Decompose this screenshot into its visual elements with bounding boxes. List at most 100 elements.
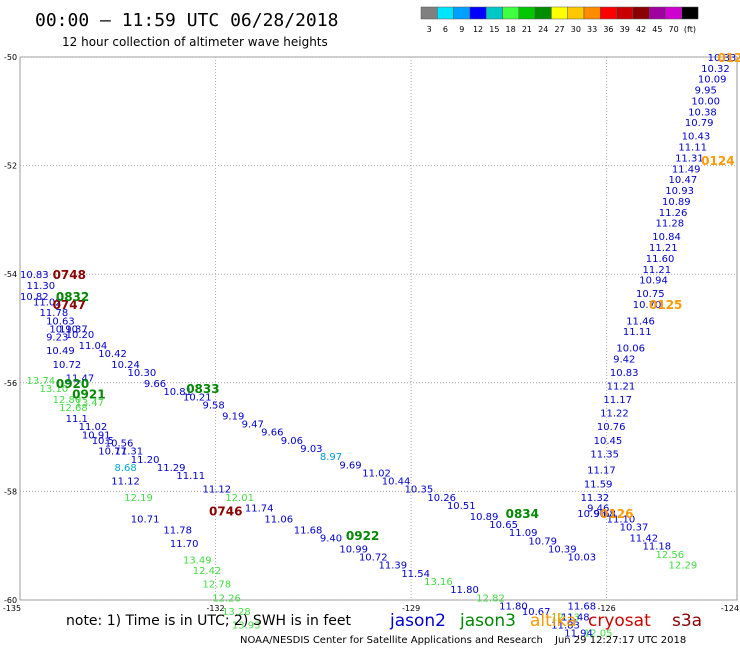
color-scale: 3 6 9 12 15 18 21 24 27 30 33 36 39 42 45 70 (ft) (420, 6, 699, 34)
swh-value: 11.74 (245, 504, 274, 515)
swh-value: 10.72 (359, 553, 388, 564)
swh-value: 11.21 (607, 382, 636, 393)
swh-value: 10.42 (98, 349, 127, 360)
scale-label: 36 (603, 25, 613, 34)
scale-swatch (583, 6, 601, 20)
swh-value: 10.83 (610, 368, 639, 379)
swh-value: 11.83 (551, 620, 580, 631)
legend-altika: altika (530, 611, 577, 631)
swh-value: 11.46 (626, 316, 655, 327)
swh-value: 12.56 (656, 550, 685, 561)
swh-value: 10.83 (20, 270, 49, 281)
scale-label: 45 (652, 25, 662, 34)
swh-value: 11.94 (564, 629, 593, 640)
swh-value: 11.17 (587, 466, 616, 477)
swh-value: 12.78 (203, 580, 232, 591)
scale-label: 33 (587, 25, 597, 34)
swh-value: 8.68 (115, 463, 137, 474)
swh-value: 11.11 (678, 143, 707, 154)
swh-value: 12.13 (551, 612, 580, 623)
swh-value: 10.24 (111, 360, 140, 371)
legend-jason2: jason2 (389, 611, 446, 631)
scale-label: 3 (427, 25, 432, 34)
scale-swatch (485, 6, 503, 20)
swh-value: 10.56 (105, 439, 134, 450)
swh-value: 10.82 (20, 292, 49, 303)
swh-value: 11.54 (401, 569, 430, 580)
swh-value: 10.20 (66, 330, 95, 341)
swh-value: 10.93 (665, 186, 694, 197)
scale-label: 15 (489, 25, 499, 34)
swh-value: 9.23 (46, 333, 68, 344)
swh-value: 11.49 (672, 164, 701, 175)
swh-value: 11.80 (499, 601, 528, 612)
pass-labels: 0123 0124 0125 0126 0748 0747 0746 0832 0833 0834… (53, 51, 740, 543)
scale-label: 70 (669, 25, 679, 34)
swh-value: 10.91 (82, 430, 111, 441)
swh-value: 9.47 (242, 420, 264, 431)
swh-value: 10.99 (339, 544, 368, 555)
scale-label: 27 (554, 25, 564, 34)
swh-value: 12.80 (53, 395, 82, 406)
scale-swatch (420, 6, 438, 20)
swh-value: 11.60 (646, 254, 675, 265)
scale-swatch (600, 6, 617, 20)
chart-subtitle: 12 hour collection of altimeter wave hei… (62, 35, 328, 49)
swh-value: 10.79 (528, 536, 557, 547)
swh-value: 10.47 (669, 175, 698, 186)
swh-value: 11.28 (656, 219, 685, 230)
swh-value: 12.29 (669, 561, 698, 572)
swh-value: 9.66 (261, 428, 283, 439)
scale-swatch (665, 6, 683, 20)
swh-value: 11.35 (590, 449, 619, 460)
scale-swatch (616, 6, 634, 20)
scale-label: 18 (506, 25, 516, 34)
swh-value: 12.42 (193, 566, 222, 577)
swh-value: 10.94 (639, 276, 668, 287)
swh-value: 11.10 (607, 515, 636, 526)
chart-title: 00:00 – 11:59 UTC 06/28/2018 (35, 10, 338, 31)
swh-value: 10.81 (163, 387, 192, 398)
footer-credit: NOAA/NESDIS Center for Satellite Applica… (240, 635, 543, 646)
swh-value: 10.00 (691, 96, 720, 107)
swh-value: 10.89 (470, 512, 499, 523)
swh-value: 11.11 (176, 471, 205, 482)
swh-value: 11.02 (33, 297, 62, 308)
swh-value: 11.48 (561, 612, 590, 623)
pass-time-label: 0921 (72, 388, 105, 402)
scale-label: 21 (522, 25, 532, 34)
swh-value: 13.28 (222, 607, 251, 618)
scale-swatch (437, 6, 454, 20)
scale-label: 42 (636, 25, 646, 34)
swh-value: 9.66 (144, 379, 166, 390)
pass-time-label: 0920 (56, 377, 89, 391)
plot-frame (19, 56, 738, 601)
x-tick-label: -124 (721, 604, 739, 613)
swh-value: 11.18 (642, 542, 671, 553)
swh-value: 11.04 (79, 341, 108, 352)
swh-value: 12.26 (212, 593, 241, 604)
swh-value: 11.11 (623, 327, 652, 338)
scale-swatch (551, 6, 568, 20)
swh-value: 11.29 (157, 463, 186, 474)
swh-value: 10.75 (636, 289, 665, 300)
scale-swatch (534, 6, 552, 20)
swh-value: 13.93 (232, 620, 261, 631)
pass-time-label: 0834 (506, 507, 539, 521)
swh-value: 9.19 (222, 411, 244, 422)
grid-lines (20, 56, 737, 601)
swh-value: 10.65 (489, 520, 518, 531)
swh-value: 10.43 (682, 132, 711, 143)
swh-value: 10.30 (128, 368, 157, 379)
swh-value: 11.32 (581, 493, 610, 504)
swh-value: 11.22 (600, 409, 629, 420)
swh-value: 11.1 (66, 414, 88, 425)
pass-time-label: 0748 (53, 268, 86, 282)
y-tick-label: -50 (4, 53, 17, 62)
swh-value: 10.06 (616, 344, 645, 355)
pass-time-label: 0747 (53, 298, 86, 312)
swh-value: 10.44 (382, 477, 411, 488)
axis-labels: -50-52-54-56-58-60-135-132-129-126-123-1… (3, 53, 739, 613)
swh-value: 11.47 (66, 373, 95, 384)
x-tick-label: -132 (206, 604, 224, 613)
